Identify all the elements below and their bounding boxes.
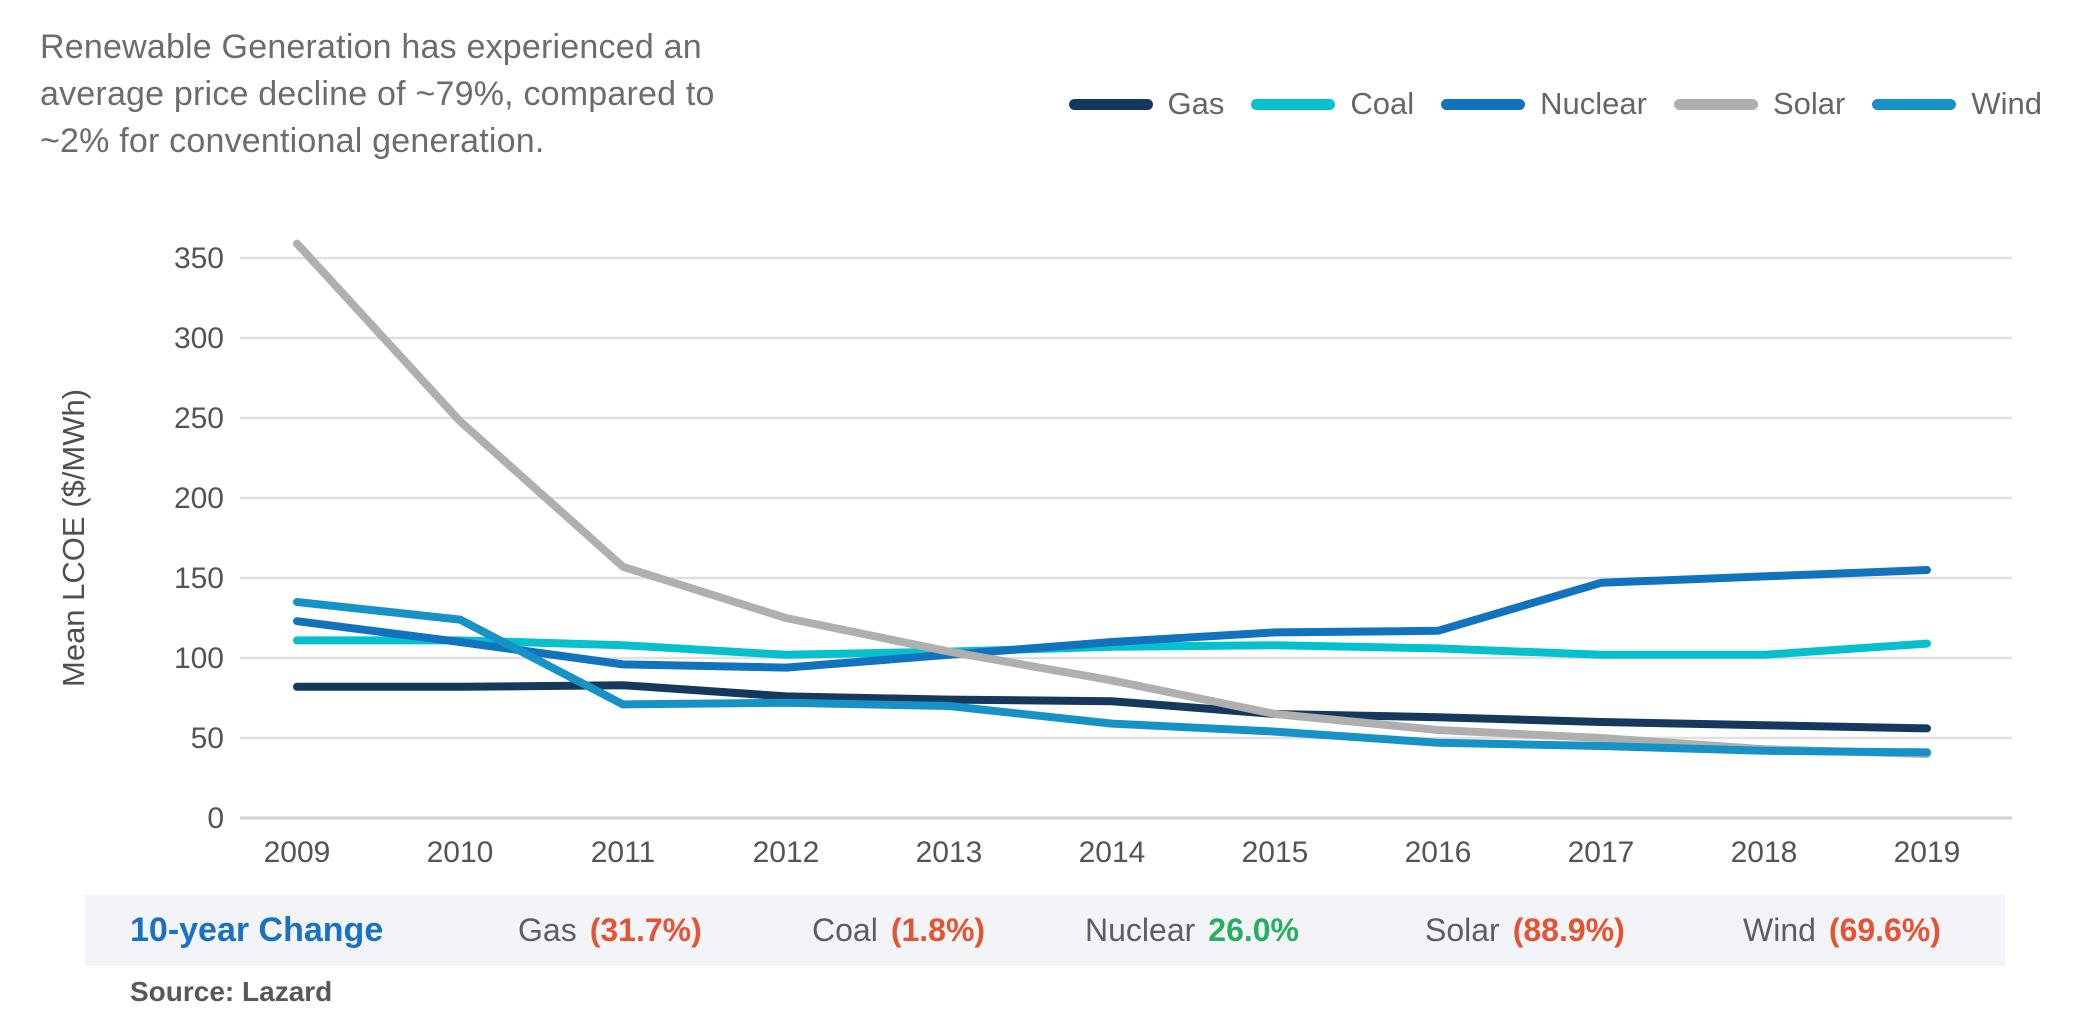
change-label-gas: Gas (518, 912, 577, 948)
svg-text:250: 250 (174, 402, 224, 435)
svg-text:2014: 2014 (1079, 836, 1146, 869)
coal-line-swatch-icon (1251, 98, 1336, 110)
gas-line-swatch-icon (1068, 98, 1153, 110)
chart-title: Renewable Generation has experienced an … (40, 24, 715, 165)
svg-text:0: 0 (207, 802, 224, 835)
svg-text:300: 300 (174, 322, 224, 355)
change-value-coal: (1.8%) (890, 912, 986, 948)
series-line-gas (293, 681, 1931, 733)
svg-text:2010: 2010 (427, 836, 494, 869)
chart-legend: Gas Coal Nuclear Solar Wind (1068, 86, 2042, 122)
svg-text:2012: 2012 (753, 836, 820, 869)
legend-label-nuclear: Nuclear (1540, 86, 1647, 121)
change-value-nuclear: 26.0% (1208, 912, 1299, 948)
nuclear-line-swatch-icon (1441, 98, 1526, 110)
series-line-solar (293, 239, 1931, 758)
change-entry-nuclear: Nuclear 26.0% (1085, 895, 1299, 966)
legend-label-wind: Wind (1971, 86, 2042, 121)
legend-item-coal: Coal (1251, 86, 1414, 122)
legend-item-solar: Solar (1673, 86, 1846, 122)
svg-text:350: 350 (174, 242, 224, 275)
source-note: Source: Lazard (130, 976, 333, 1007)
change-value-gas: (31.7%) (589, 912, 702, 948)
change-entry-solar: Solar (88.9%) (1425, 895, 1625, 966)
change-entry-coal: Coal (1.8%) (812, 895, 985, 966)
ten-year-change-band: 10-year Change Gas (31.7%) Coal (1.8%) N… (85, 895, 2005, 966)
change-entry-gas: Gas (31.7%) (518, 895, 702, 966)
svg-text:2009: 2009 (264, 836, 331, 869)
svg-text:50: 50 (191, 722, 224, 755)
change-value-solar: (88.9%) (1512, 912, 1625, 948)
change-label-wind: Wind (1743, 912, 1816, 948)
change-label-solar: Solar (1425, 912, 1500, 948)
legend-item-nuclear: Nuclear (1441, 86, 1647, 122)
y-axis-title: Mean LCOE ($/MWh) (56, 389, 91, 687)
svg-text:2019: 2019 (1894, 836, 1961, 869)
svg-text:150: 150 (174, 562, 224, 595)
chart-title-line-3: ~2% for conventional generation. (40, 122, 545, 160)
svg-text:2015: 2015 (1242, 836, 1309, 869)
legend-label-solar: Solar (1772, 86, 1846, 121)
svg-text:2011: 2011 (591, 836, 656, 869)
legend-label-coal: Coal (1350, 86, 1415, 121)
y-axis-ticks: 0 50 100 150 200 250 300 350 (174, 242, 224, 835)
legend-item-gas: Gas (1068, 86, 1225, 122)
ten-year-change-heading: 10-year Change (130, 911, 384, 949)
change-value-wind: (69.6%) (1828, 912, 1941, 948)
gridlines (240, 256, 2012, 820)
solar-line-swatch-icon (1673, 98, 1758, 110)
chart-title-line-1: Renewable Generation has experienced an (40, 28, 702, 66)
wind-line-swatch-icon (1872, 98, 1957, 110)
series-line-coal (293, 636, 1931, 659)
series-line-nuclear (293, 566, 1931, 672)
change-entry-wind: Wind (69.6%) (1743, 895, 1941, 966)
svg-text:2013: 2013 (916, 836, 983, 869)
svg-text:2016: 2016 (1405, 836, 1472, 869)
chart-title-line-2: average price decline of ~79%, compared … (40, 75, 715, 113)
svg-text:2017: 2017 (1568, 836, 1635, 869)
legend-item-wind: Wind (1872, 86, 2042, 122)
legend-label-gas: Gas (1167, 86, 1225, 121)
series-line-wind (293, 598, 1931, 757)
x-axis-ticks: 2009 2010 2011 2012 2013 2014 2015 2016 2017 2018… (264, 836, 1961, 869)
svg-text:200: 200 (174, 482, 224, 515)
change-label-nuclear: Nuclear (1085, 912, 1196, 948)
change-label-coal: Coal (812, 912, 878, 948)
svg-text:2018: 2018 (1731, 836, 1798, 869)
svg-text:100: 100 (174, 642, 224, 675)
